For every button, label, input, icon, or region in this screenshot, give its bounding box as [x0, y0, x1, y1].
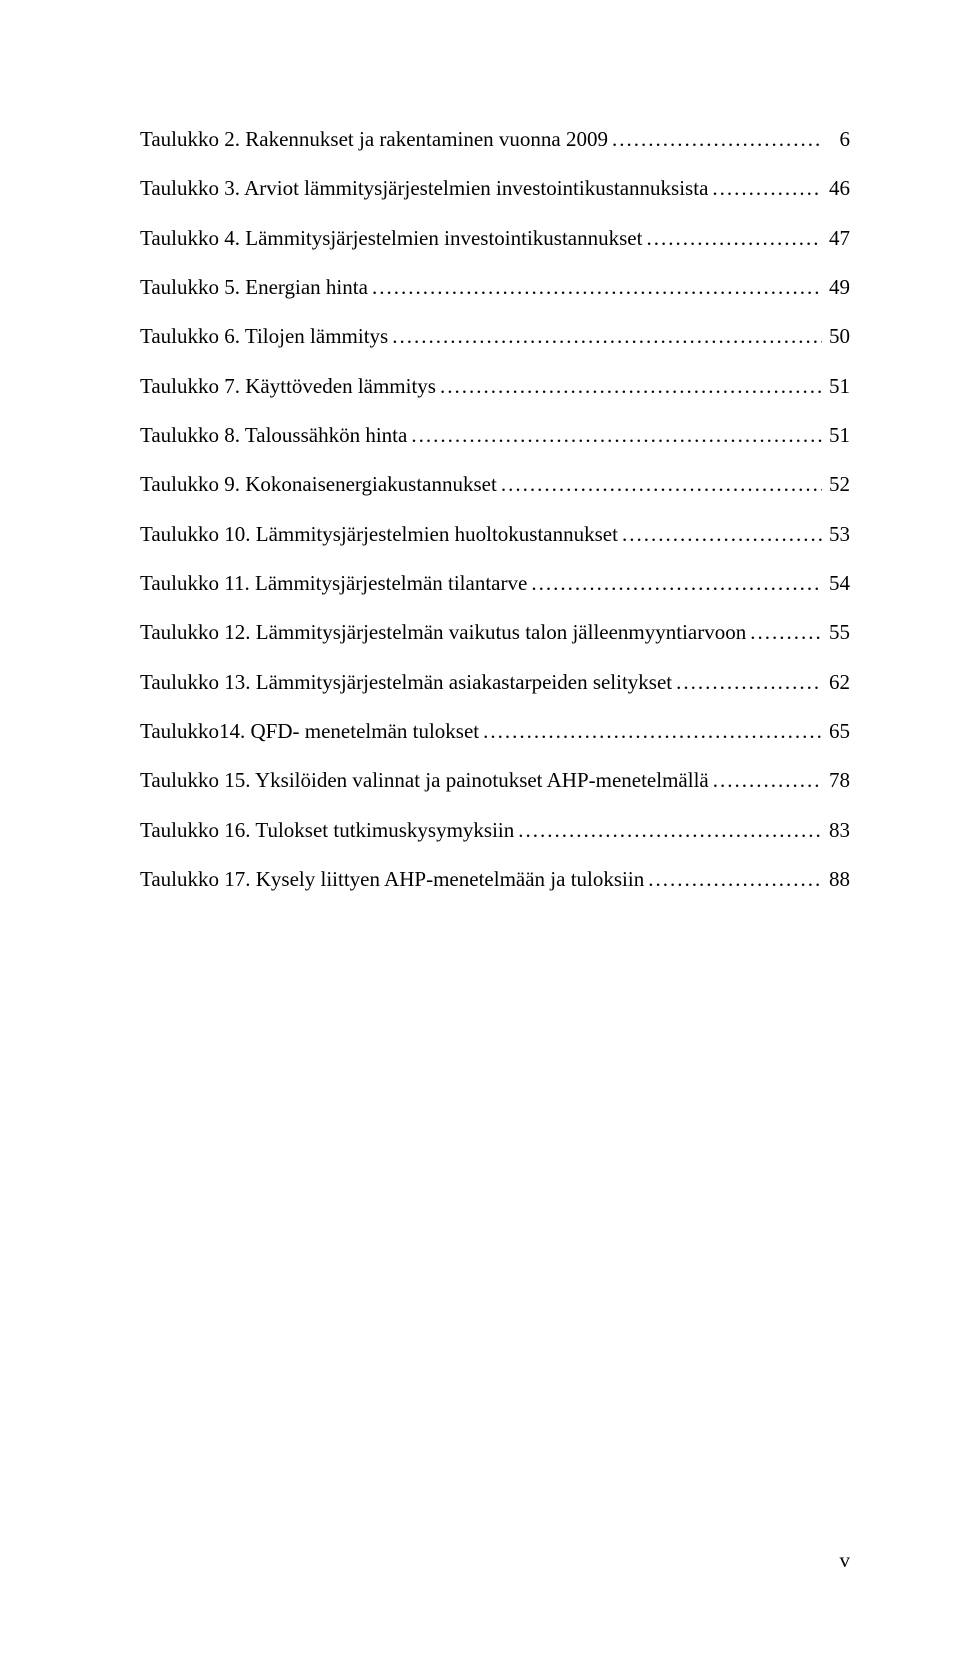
toc-leader-dots: [479, 707, 822, 756]
toc-entry-label: Taulukko 10. Lämmitysjärjestelmien huolt…: [140, 510, 618, 559]
toc-entry-label: Taulukko 16. Tulokset tutkimuskysymyksii…: [140, 806, 514, 855]
toc-entry-page: 47: [822, 214, 850, 263]
toc-entry: Taulukko 16. Tulokset tutkimuskysymyksii…: [140, 806, 850, 855]
toc-entry-page: 51: [822, 362, 850, 411]
toc-entry-page: 83: [822, 806, 850, 855]
toc-entry: Taulukko 5. Energian hinta 49: [140, 263, 850, 312]
toc-leader-dots: [514, 806, 822, 855]
toc-entry-page: 54: [822, 559, 850, 608]
toc-leader-dots: [527, 559, 822, 608]
toc-entry-label: Taulukko14. QFD- menetelmän tulokset: [140, 707, 479, 756]
toc-leader-dots: [497, 460, 822, 509]
toc-entry: Taulukko 12. Lämmitysjärjestelmän vaikut…: [140, 608, 850, 657]
toc-entry-label: Taulukko 8. Taloussähkön hinta: [140, 411, 407, 460]
document-page: Taulukko 2. Rakennukset ja rakentaminen …: [0, 0, 960, 1657]
toc-entry-page: 78: [822, 756, 850, 805]
toc-entry-page: 6: [822, 115, 850, 164]
toc-leader-dots: [709, 756, 822, 805]
toc-entry-label: Taulukko 4. Lämmitysjärjestelmien invest…: [140, 214, 642, 263]
toc-entry-page: 53: [822, 510, 850, 559]
toc-entry: Taulukko 13. Lämmitysjärjestelmän asiaka…: [140, 658, 850, 707]
toc-entry-page: 51: [822, 411, 850, 460]
toc-entry-page: 46: [822, 164, 850, 213]
toc-entry-label: Taulukko 9. Kokonaisenergiakustannukset: [140, 460, 497, 509]
toc-entry: Taulukko 11. Lämmitysjärjestelmän tilant…: [140, 559, 850, 608]
toc-entry: Taulukko 8. Taloussähkön hinta 51: [140, 411, 850, 460]
toc-entry-label: Taulukko 6. Tilojen lämmitys: [140, 312, 388, 361]
toc-entry-label: Taulukko 3. Arviot lämmitysjärjestelmien…: [140, 164, 708, 213]
toc-entry-page: 65: [822, 707, 850, 756]
toc-leader-dots: [708, 164, 822, 213]
toc-entry-label: Taulukko 12. Lämmitysjärjestelmän vaikut…: [140, 608, 746, 657]
toc-leader-dots: [407, 411, 822, 460]
toc-entry-page: 49: [822, 263, 850, 312]
toc-leader-dots: [672, 658, 822, 707]
toc-entry: Taulukko 3. Arviot lämmitysjärjestelmien…: [140, 164, 850, 213]
toc-entry-label: Taulukko 15. Yksilöiden valinnat ja pain…: [140, 756, 709, 805]
toc-entry: Taulukko14. QFD- menetelmän tulokset 65: [140, 707, 850, 756]
toc-leader-dots: [618, 510, 822, 559]
toc-entry-label: Taulukko 5. Energian hinta: [140, 263, 368, 312]
toc-entry: Taulukko 9. Kokonaisenergiakustannukset 5…: [140, 460, 850, 509]
toc-entry-label: Taulukko 11. Lämmitysjärjestelmän tilant…: [140, 559, 527, 608]
page-number: v: [840, 1536, 851, 1585]
toc-entry: Taulukko 2. Rakennukset ja rakentaminen …: [140, 115, 850, 164]
toc-entry: Taulukko 7. Käyttöveden lämmitys 51: [140, 362, 850, 411]
toc-leader-dots: [746, 608, 822, 657]
toc-entry: Taulukko 15. Yksilöiden valinnat ja pain…: [140, 756, 850, 805]
toc-leader-dots: [436, 362, 822, 411]
toc-entry-label: Taulukko 13. Lämmitysjärjestelmän asiaka…: [140, 658, 672, 707]
toc-leader-dots: [642, 214, 822, 263]
toc-leader-dots: [368, 263, 822, 312]
toc-entry: Taulukko 4. Lämmitysjärjestelmien invest…: [140, 214, 850, 263]
toc-entry: Taulukko 10. Lämmitysjärjestelmien huolt…: [140, 510, 850, 559]
toc-entry-page: 55: [822, 608, 850, 657]
toc-entry-page: 50: [822, 312, 850, 361]
toc-entry-page: 88: [822, 855, 850, 904]
toc-entry-page: 52: [822, 460, 850, 509]
toc-leader-dots: [644, 855, 822, 904]
toc-entry: Taulukko 17. Kysely liittyen AHP-menetel…: [140, 855, 850, 904]
toc-entry-label: Taulukko 2. Rakennukset ja rakentaminen …: [140, 115, 608, 164]
toc-entry: Taulukko 6. Tilojen lämmitys 50: [140, 312, 850, 361]
toc-leader-dots: [608, 115, 822, 164]
toc-entry-label: Taulukko 7. Käyttöveden lämmitys: [140, 362, 436, 411]
list-of-tables: Taulukko 2. Rakennukset ja rakentaminen …: [140, 115, 850, 905]
toc-leader-dots: [388, 312, 822, 361]
toc-entry-label: Taulukko 17. Kysely liittyen AHP-menetel…: [140, 855, 644, 904]
toc-entry-page: 62: [822, 658, 850, 707]
